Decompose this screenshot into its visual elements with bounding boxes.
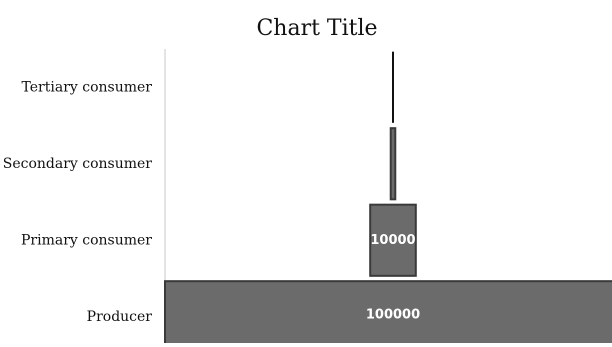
bar-secondary-consumer: [389, 127, 397, 201]
chart-title: Chart Title: [256, 16, 377, 41]
data-label-primary-consumer: 10000: [370, 233, 415, 248]
category-label-secondary-consumer: Secondary consumer: [3, 156, 153, 172]
category-label-producer: Producer: [87, 309, 153, 325]
category-label-primary-consumer: Primary consumer: [21, 232, 152, 248]
data-labels: 100000 10000: [366, 233, 420, 323]
category-label-tertiary-consumer: Tertiary consumer: [22, 79, 153, 95]
bar-producer: [164, 280, 612, 347]
bar-primary-consumer: [369, 203, 417, 277]
bar-tertiary-consumer: [392, 51, 394, 123]
data-label-producer: 100000: [366, 308, 420, 323]
category-labels: Producer Primary consumer Secondary consum…: [3, 79, 153, 325]
bars: [164, 51, 612, 347]
